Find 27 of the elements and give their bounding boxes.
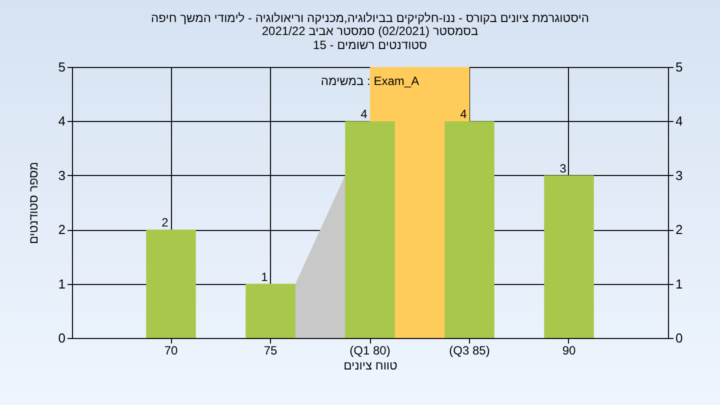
annotation: במשימה : Exam_A: [320, 74, 420, 88]
data-label: 4: [460, 107, 468, 122]
y-tick-label: 3: [58, 168, 66, 183]
x-tick-label: 90: [562, 344, 576, 358]
x-tick-label: (Q1 80): [350, 344, 390, 358]
y-tick-label: 1: [58, 276, 66, 292]
x-axis-title: טווח ציונים: [344, 358, 398, 372]
y-tick-label: 5: [58, 60, 66, 74]
data-label: 3: [560, 161, 567, 176]
data-label: 4: [360, 107, 368, 122]
y2-tick-label: 1: [676, 276, 683, 292]
y2-tick-label: 2: [676, 222, 683, 238]
y-tick-label: 2: [58, 222, 66, 238]
x-tick-label: (Q3 85): [449, 344, 490, 358]
y-axis-title: מספר סטודנטים: [26, 162, 40, 244]
y-tick-label: 0: [58, 330, 66, 346]
chart-title: היסטוגרמת ציונים בקורס - ננו-חלקיקים בביולוגיה,מכניקה וריאולוגיה - לימודי המשך חיפה: [151, 11, 589, 25]
x-tick-label: 70: [164, 344, 178, 358]
y2-tick-label: 3: [676, 168, 683, 183]
y2-tick-label: 5: [676, 60, 683, 74]
data-label: 2: [162, 216, 169, 230]
y-tick-label: 4: [58, 114, 66, 129]
x-tick-label: 75: [264, 344, 278, 358]
chart-subtitle: בסמסטר (02/2021) סמסטר אביב 2021/22 סטודנטים רשומים - 15: [262, 24, 478, 52]
data-label: 1: [261, 270, 268, 284]
y2-tick-label: 4: [676, 114, 683, 129]
y2-tick-label: 0: [676, 330, 683, 346]
